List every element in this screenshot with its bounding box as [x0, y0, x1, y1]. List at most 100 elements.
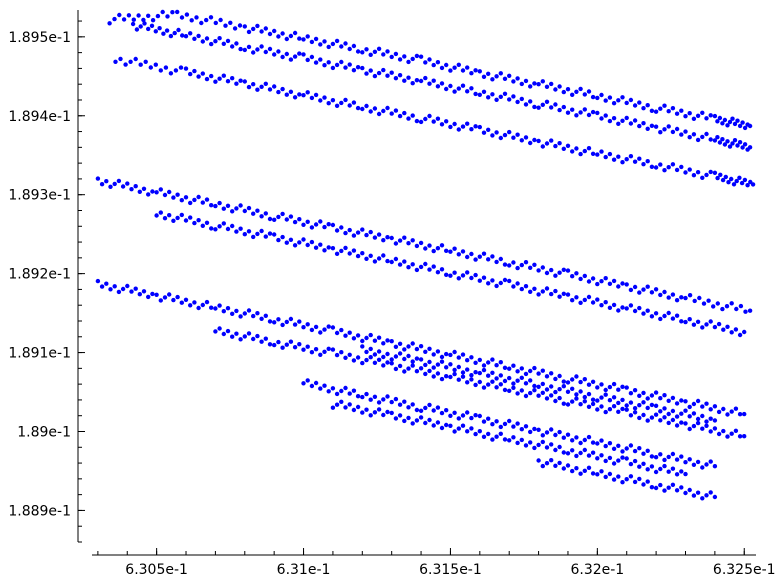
data-point	[137, 189, 142, 194]
data-point	[465, 254, 470, 260]
data-point	[717, 140, 723, 145]
data-point	[486, 373, 491, 378]
data-point	[582, 399, 587, 404]
data-point	[230, 76, 235, 81]
data-point	[351, 248, 357, 253]
data-point	[632, 103, 638, 108]
data-point	[553, 398, 558, 404]
data-point	[494, 74, 499, 79]
data-point	[232, 26, 238, 31]
data-point	[557, 460, 562, 466]
data-point	[595, 281, 600, 287]
data-point	[498, 424, 503, 430]
data-point	[734, 306, 739, 312]
data-point	[469, 415, 474, 421]
data-point	[632, 118, 638, 123]
data-point	[502, 387, 508, 393]
data-point	[334, 330, 340, 336]
data-point	[351, 100, 357, 105]
data-point	[628, 303, 634, 308]
data-point	[376, 407, 382, 412]
data-point	[364, 103, 369, 109]
data-point	[334, 103, 340, 109]
data-point	[318, 330, 323, 335]
data-point	[528, 429, 533, 435]
data-point	[284, 319, 289, 325]
data-point	[490, 133, 495, 138]
data-point	[603, 443, 608, 449]
data-point	[176, 27, 181, 33]
data-point	[662, 393, 667, 398]
data-point	[745, 183, 750, 188]
data-point	[674, 126, 680, 132]
data-point	[158, 298, 163, 303]
data-point	[595, 152, 600, 157]
data-point	[418, 54, 424, 59]
data-point	[645, 467, 650, 472]
data-point	[230, 44, 235, 49]
data-point	[679, 398, 684, 403]
data-point	[192, 220, 197, 226]
data-point	[456, 426, 461, 431]
data-point	[168, 71, 174, 76]
data-point	[716, 321, 722, 327]
data-point	[452, 410, 457, 415]
data-point	[469, 127, 474, 132]
data-point	[154, 292, 159, 297]
data-point	[549, 442, 554, 447]
data-point	[477, 413, 482, 419]
data-point	[431, 248, 436, 254]
data-point	[582, 468, 587, 473]
data-point	[230, 223, 235, 229]
data-point	[683, 114, 688, 119]
data-point	[456, 62, 461, 67]
data-point	[586, 404, 592, 409]
data-point	[154, 213, 159, 218]
data-point	[402, 369, 407, 374]
data-point	[687, 293, 693, 298]
data-point	[460, 273, 466, 278]
data-point	[309, 350, 315, 355]
data-point	[649, 464, 655, 469]
data-point	[666, 165, 671, 170]
data-point	[565, 87, 571, 92]
data-point	[423, 371, 428, 377]
data-point	[561, 401, 566, 406]
data-point	[381, 363, 386, 368]
data-point	[603, 392, 608, 397]
data-point	[607, 305, 613, 310]
data-point	[192, 68, 197, 74]
data-point	[402, 418, 407, 424]
data-point	[565, 268, 571, 273]
data-point	[297, 36, 302, 41]
data-point	[372, 352, 378, 357]
data-point	[532, 262, 537, 267]
data-point	[364, 47, 369, 52]
data-point	[221, 206, 226, 211]
data-point	[117, 12, 122, 18]
data-point	[704, 172, 709, 178]
data-point	[586, 465, 592, 470]
data-point	[481, 275, 487, 280]
data-point	[620, 281, 625, 286]
data-point	[158, 210, 163, 215]
data-point	[418, 344, 424, 349]
data-point	[161, 31, 166, 36]
data-point	[532, 137, 537, 143]
data-point	[460, 68, 466, 73]
data-point	[590, 440, 596, 445]
data-point	[590, 109, 596, 115]
data-point	[175, 192, 180, 197]
data-point	[272, 84, 277, 89]
data-point	[611, 446, 617, 451]
data-point	[683, 295, 688, 301]
data-point	[624, 477, 629, 482]
data-point	[645, 308, 650, 313]
data-point	[620, 455, 625, 460]
data-point	[217, 326, 222, 331]
data-point	[444, 374, 449, 379]
data-point	[423, 349, 428, 354]
data-point	[334, 391, 340, 397]
data-point	[179, 300, 184, 305]
data-point	[590, 151, 596, 156]
